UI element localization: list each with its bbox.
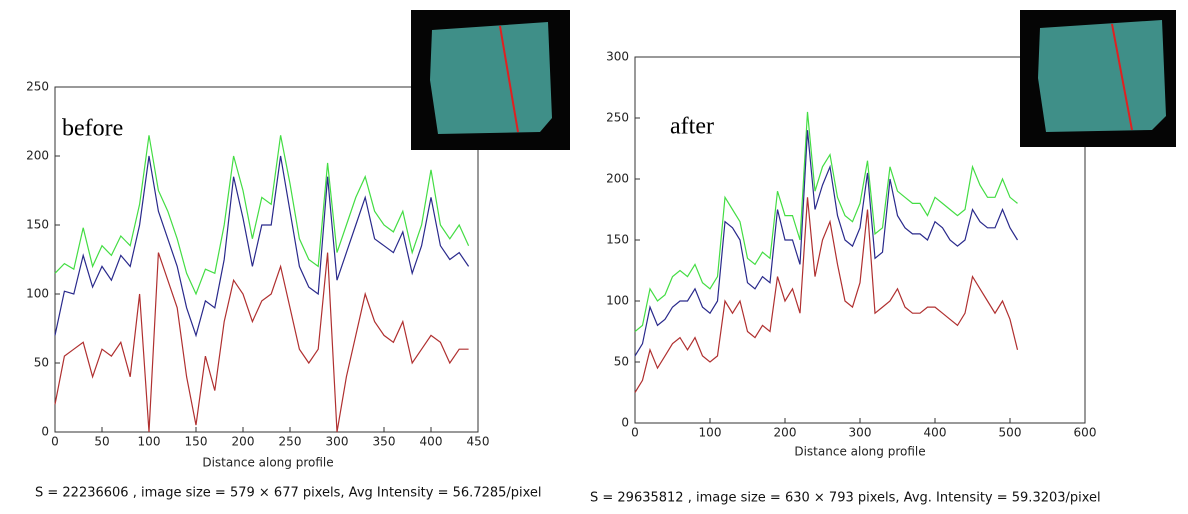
- caption: S = 29635812 , image size = 630 × 793 pi…: [590, 491, 1101, 506]
- x-tick-label: 100: [138, 435, 161, 449]
- inset-profile-line: [1111, 23, 1133, 131]
- inset-sample: [430, 22, 552, 134]
- y-tick-label: 50: [614, 355, 629, 369]
- x-tick-label: 150: [185, 435, 208, 449]
- x-tick-label: 200: [774, 426, 797, 440]
- y-tick-label: 50: [34, 356, 49, 370]
- y-tick-label: 250: [26, 80, 49, 94]
- inset-profile-line: [499, 25, 519, 133]
- x-tick-label: 350: [373, 435, 396, 449]
- x-tick-label: 400: [420, 435, 443, 449]
- inset-sample: [1038, 20, 1166, 132]
- annotation: before: [62, 116, 123, 142]
- data-line: [54, 252, 469, 433]
- y-tick-label: 300: [606, 50, 629, 64]
- x-tick-label: 0: [631, 426, 639, 440]
- data-line: [634, 197, 1019, 393]
- y-tick-label: 150: [606, 233, 629, 247]
- y-tick-label: 150: [26, 218, 49, 232]
- annotation: after: [670, 114, 714, 140]
- x-tick-label: 100: [699, 426, 722, 440]
- y-tick-label: 250: [606, 111, 629, 125]
- data-line: [634, 111, 1018, 332]
- x-tick-label: 200: [232, 435, 255, 449]
- caption: S = 22236606 , image size = 579 × 677 pi…: [35, 486, 542, 501]
- inset-image: [411, 10, 570, 150]
- x-axis-label: Distance along profile: [202, 456, 333, 470]
- data-line: [634, 130, 1019, 357]
- x-tick-label: 500: [999, 426, 1022, 440]
- y-tick-label: 200: [26, 149, 49, 163]
- y-tick-label: 0: [41, 425, 49, 439]
- x-tick-label: 250: [279, 435, 302, 449]
- data-line: [54, 135, 470, 296]
- y-tick-label: 0: [621, 416, 629, 430]
- y-tick-label: 100: [26, 287, 49, 301]
- x-tick-label: 50: [94, 435, 109, 449]
- x-tick-label: 450: [467, 435, 490, 449]
- x-axis-label: Distance along profile: [794, 445, 925, 459]
- inset-image: [1020, 10, 1176, 147]
- plot-frame: [54, 86, 479, 433]
- y-tick-label: 100: [606, 294, 629, 308]
- x-tick-label: 0: [51, 435, 59, 449]
- x-tick-label: 300: [849, 426, 872, 440]
- x-tick-label: 300: [326, 435, 349, 449]
- data-line: [54, 155, 470, 338]
- x-tick-label: 600: [1074, 426, 1097, 440]
- y-tick-label: 200: [606, 172, 629, 186]
- x-tick-label: 400: [924, 426, 947, 440]
